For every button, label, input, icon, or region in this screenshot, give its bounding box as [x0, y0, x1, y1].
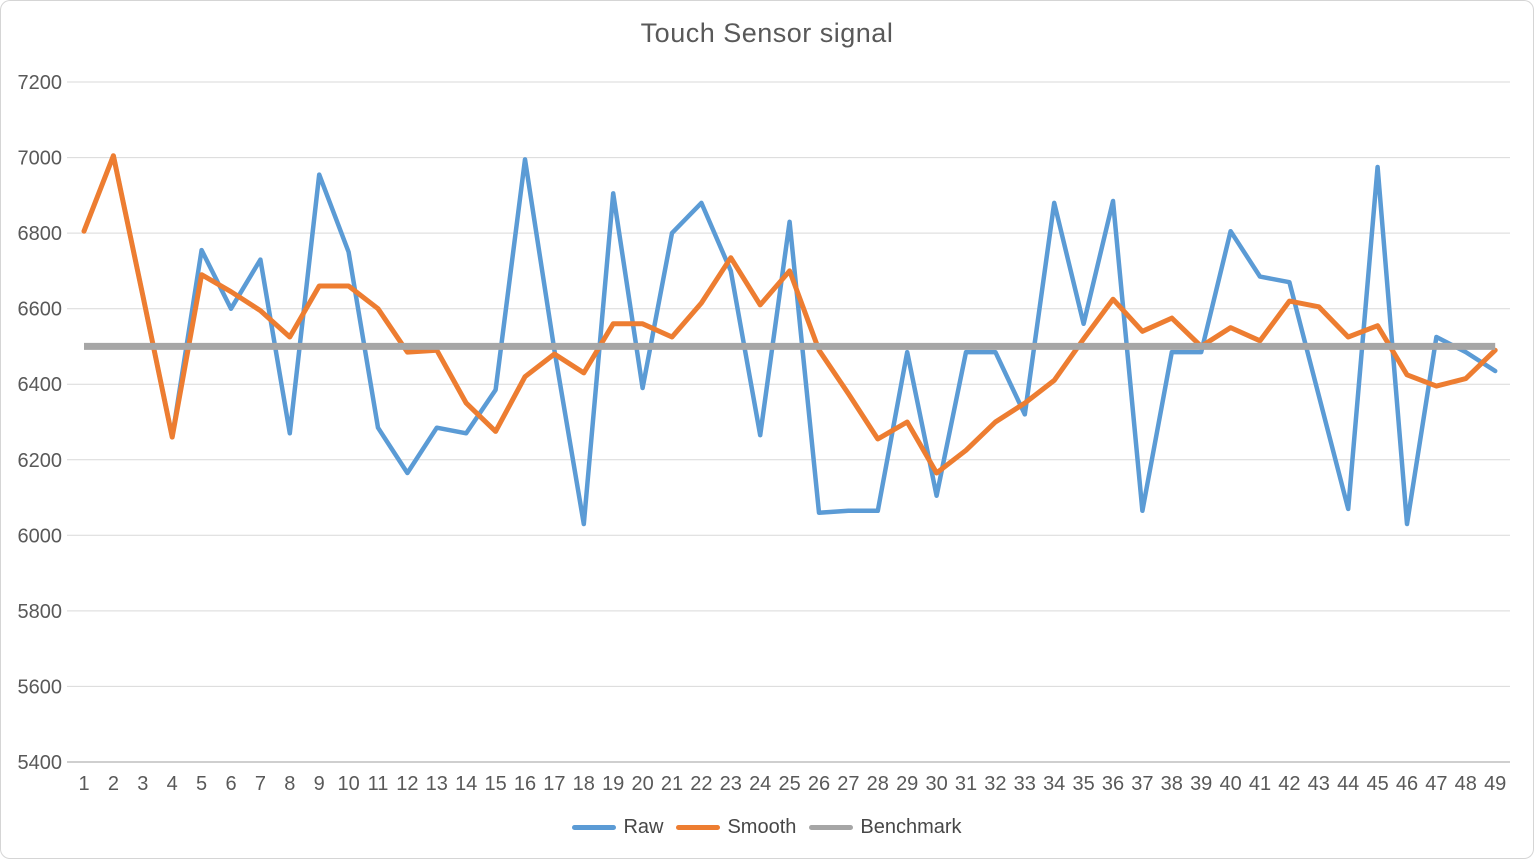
- x-tick-label: 8: [284, 773, 295, 795]
- x-tick-label: 30: [925, 773, 947, 795]
- y-tick-label: 6800: [18, 223, 63, 245]
- x-tick-label: 6: [225, 773, 236, 795]
- x-tick-label: 10: [337, 773, 359, 795]
- x-tick-label: 34: [1043, 773, 1065, 795]
- x-tick-label: 12: [396, 773, 418, 795]
- x-tick-label: 5: [196, 773, 207, 795]
- y-tick-label: 5400: [18, 752, 63, 774]
- x-tick-label: 24: [749, 773, 771, 795]
- x-tick-label: 48: [1455, 773, 1477, 795]
- y-tick-label: 5600: [18, 676, 63, 698]
- x-tick-label: 26: [808, 773, 830, 795]
- y-tick-label: 6200: [18, 450, 63, 472]
- x-tick-label: 43: [1308, 773, 1330, 795]
- x-tick-label: 3: [137, 773, 148, 795]
- x-tick-label: 40: [1219, 773, 1241, 795]
- x-tick-label: 22: [690, 773, 712, 795]
- x-tick-label: 25: [778, 773, 800, 795]
- x-tick-label: 32: [984, 773, 1006, 795]
- x-tick-label: 19: [602, 773, 624, 795]
- legend-item-benchmark: Benchmark: [809, 816, 962, 839]
- x-tick-label: 2: [108, 773, 119, 795]
- x-tick-label: 38: [1161, 773, 1183, 795]
- legend-item-smooth: Smooth: [676, 816, 796, 839]
- x-tick-label: 39: [1190, 773, 1212, 795]
- x-tick-label: 47: [1425, 773, 1447, 795]
- x-tick-label: 27: [837, 773, 859, 795]
- x-tick-label: 14: [455, 773, 477, 795]
- x-tick-label: 23: [720, 773, 742, 795]
- x-tick-label: 21: [661, 773, 683, 795]
- x-tick-label: 33: [1014, 773, 1036, 795]
- x-tick-label: 13: [426, 773, 448, 795]
- x-tick-label: 45: [1366, 773, 1388, 795]
- x-tick-label: 18: [573, 773, 595, 795]
- x-tick-label: 11: [368, 773, 389, 795]
- x-tick-label: 17: [543, 773, 565, 795]
- x-tick-label: 9: [314, 773, 325, 795]
- x-tick-label: 7: [255, 773, 266, 795]
- x-tick-label: 16: [514, 773, 536, 795]
- y-tick-label: 7000: [18, 148, 63, 170]
- x-tick-label: 46: [1396, 773, 1418, 795]
- x-tick-label: 37: [1131, 773, 1153, 795]
- x-tick-label: 31: [955, 773, 977, 795]
- y-tick-label: 6400: [18, 374, 63, 396]
- y-tick-label: 7200: [18, 72, 63, 94]
- x-tick-label: 20: [631, 773, 653, 795]
- legend: Raw Smooth Benchmark: [0, 816, 1534, 839]
- x-tick-label: 4: [167, 773, 178, 795]
- x-tick-label: 44: [1337, 773, 1359, 795]
- x-tick-label: 41: [1249, 773, 1271, 795]
- x-tick-label: 36: [1102, 773, 1124, 795]
- legend-label-smooth: Smooth: [727, 816, 797, 838]
- y-tick-label: 6000: [18, 525, 63, 547]
- x-tick-label: 1: [78, 773, 89, 795]
- raw-line: [81, 153, 1498, 527]
- y-tick-label: 5800: [18, 601, 63, 623]
- y-tick-label: 6600: [18, 299, 63, 321]
- legend-label-benchmark: Benchmark: [860, 816, 962, 838]
- x-tick-label: 29: [896, 773, 918, 795]
- legend-item-raw: Raw: [572, 816, 663, 839]
- x-tick-label: 42: [1278, 773, 1300, 795]
- benchmark-line-swatch-icon: [809, 825, 854, 830]
- legend-label-raw: Raw: [623, 816, 664, 838]
- x-tick-label: 49: [1484, 773, 1506, 795]
- raw-line-swatch-icon: [572, 825, 617, 830]
- x-tick-label: 35: [1072, 773, 1094, 795]
- smooth-line: [81, 153, 1498, 476]
- chart-title: Touch Sensor signal: [640, 18, 894, 48]
- smooth-line-swatch-icon: [676, 825, 721, 830]
- x-tick-label: 28: [867, 773, 889, 795]
- x-tick-label: 15: [484, 773, 506, 795]
